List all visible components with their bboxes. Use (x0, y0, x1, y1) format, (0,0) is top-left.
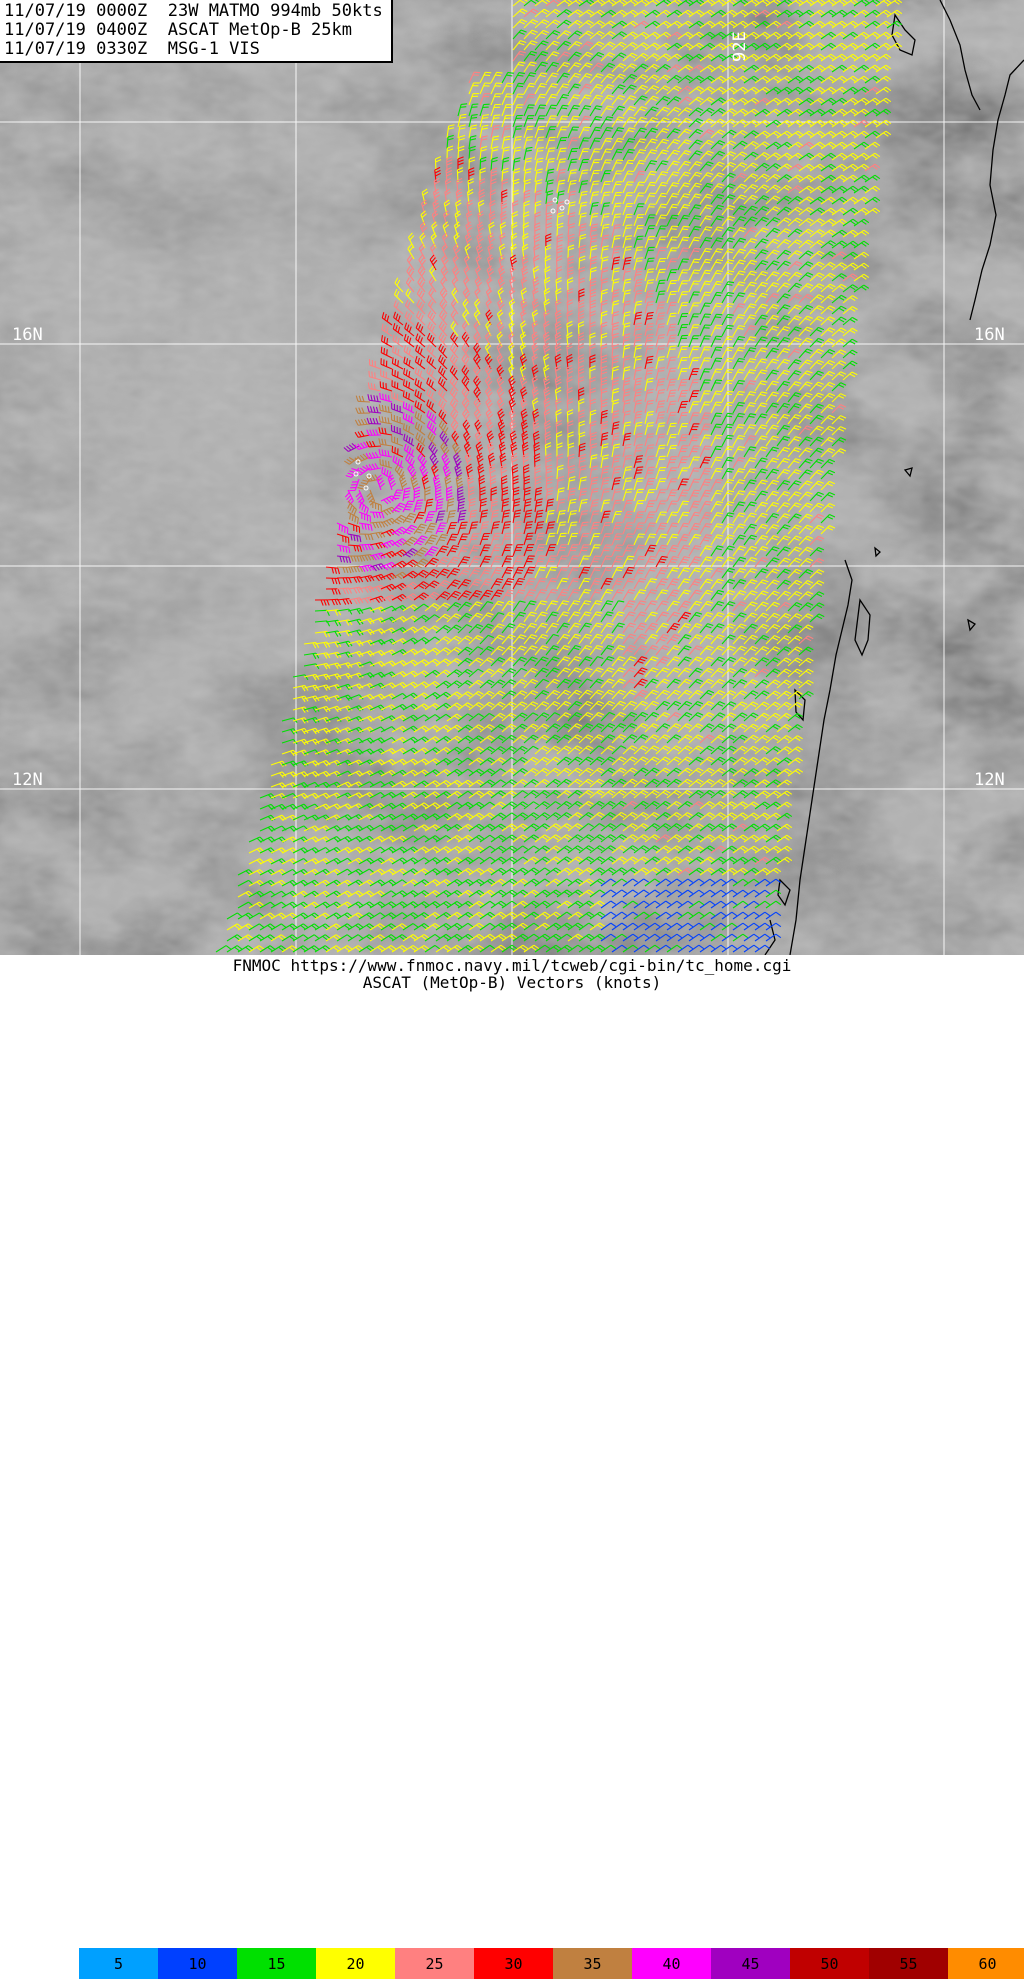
lat-label-12n-right: 12N (974, 770, 1005, 790)
colorbar-segment-60: 60 (948, 1948, 1024, 1979)
footer: FNMOC https://www.fnmoc.navy.mil/tcweb/c… (0, 955, 1024, 1024)
satellite-image: 11/07/19 0000Z 23W MATMO 994mb 50kts 11/… (0, 0, 1024, 955)
colorbar-segment-45: 45 (711, 1948, 790, 1979)
colorbar-segment-35: 35 (553, 1948, 632, 1979)
header-info-box: 11/07/19 0000Z 23W MATMO 994mb 50kts 11/… (0, 0, 393, 63)
colorbar-segment-10: 10 (158, 1948, 237, 1979)
colorbar-segment-30: 30 (474, 1948, 553, 1979)
header-line: 11/07/19 0330Z MSG-1 VIS (4, 39, 260, 59)
header-line: 11/07/19 0000Z 23W MATMO 994mb 50kts (4, 1, 383, 21)
colorbar-segment-40: 40 (632, 1948, 711, 1979)
lat-label-16n-right: 16N (974, 325, 1005, 345)
wind-barb-map (0, 0, 1024, 955)
colorbar-segment-5: 5 (79, 1948, 158, 1979)
colorbar-segment-15: 15 (237, 1948, 316, 1979)
lon-label-92e: 92E (730, 31, 750, 62)
lat-label-16n-left: 16N (12, 325, 43, 345)
colorbar-segment-20: 20 (316, 1948, 395, 1979)
colorbar-segment-25: 25 (395, 1948, 474, 1979)
legend-title: ASCAT (MetOp-B) Vectors (knots) (0, 974, 1024, 992)
header-line: 11/07/19 0400Z ASCAT MetOp-B 25km (4, 20, 352, 40)
lat-label-12n-left: 12N (12, 770, 43, 790)
colorbar-segment-50: 50 (790, 1948, 869, 1979)
colorbar-segment-55: 55 (869, 1948, 948, 1979)
